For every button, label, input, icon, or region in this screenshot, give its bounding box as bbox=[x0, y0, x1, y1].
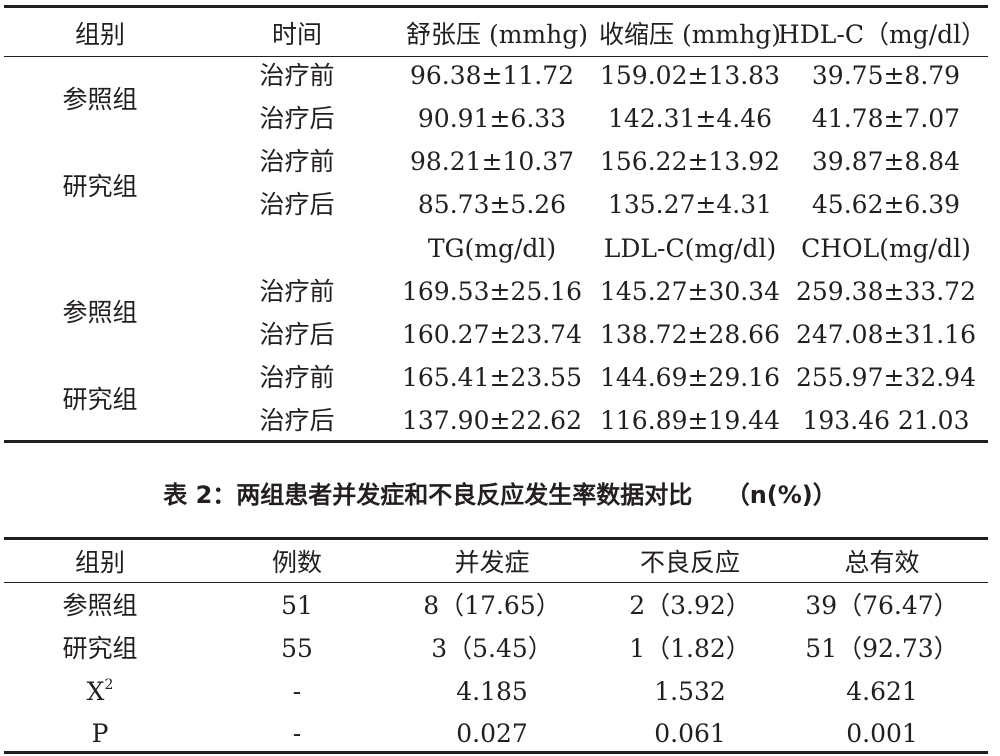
table1-cell: 135.27±4.31 bbox=[607, 190, 773, 219]
table2-header-adverse: 不良反应 bbox=[639, 548, 741, 577]
table1-cell: 247.08±31.16 bbox=[796, 320, 976, 349]
table2-header-complication: 并发症 bbox=[454, 548, 530, 577]
table1-header-time: 时间 bbox=[271, 20, 323, 49]
table2-cell: 1.532 bbox=[654, 677, 726, 706]
table1-cell: 193.46 21.03 bbox=[802, 406, 970, 435]
table1-cell: 165.41±23.55 bbox=[402, 363, 582, 392]
table2-cell: 4.621 bbox=[846, 677, 918, 706]
table2-cell: 0.001 bbox=[846, 719, 918, 748]
table2-header-group: 组别 bbox=[74, 548, 126, 577]
table1-header-ldl: LDL-C(mg/dl) bbox=[603, 234, 777, 263]
table2-cell: 51（92.73） bbox=[805, 634, 959, 663]
table1-group-label: 参照组 bbox=[62, 298, 138, 327]
chi-square-superscript: 2 bbox=[104, 677, 114, 693]
table1-cell: 96.38±11.72 bbox=[409, 61, 575, 90]
table1-cell: 39.75±8.79 bbox=[811, 61, 961, 90]
table1-cell: 41.78±7.07 bbox=[811, 104, 961, 133]
table1-group-label: 研究组 bbox=[62, 172, 138, 201]
table2-header-total: 总有效 bbox=[844, 548, 920, 577]
table2-cell: 39（76.47） bbox=[805, 591, 959, 620]
table1-time-label: 治疗后 bbox=[259, 104, 335, 133]
table1-cell: 137.90±22.62 bbox=[402, 406, 582, 435]
table2-header-count: 例数 bbox=[271, 548, 323, 577]
table2-cell: - bbox=[292, 719, 302, 748]
table2-caption: 表 2：两组患者并发症和不良反应发生率数据对比 （n(%)） bbox=[163, 481, 837, 509]
table1-cell: 159.02±13.83 bbox=[600, 61, 780, 90]
table1-header-systolic: 收缩压 (mmhg) bbox=[599, 20, 781, 49]
table2-cell: 51 bbox=[281, 591, 313, 620]
table2-cell: 8（17.65） bbox=[423, 591, 561, 620]
table2-cell: 2（3.92） bbox=[629, 591, 751, 620]
table1-cell: 156.22±13.92 bbox=[600, 147, 780, 176]
table1-time-label: 治疗前 bbox=[259, 363, 335, 392]
table1-time-label: 治疗前 bbox=[259, 277, 335, 306]
table2-cell: 55 bbox=[281, 634, 313, 663]
table1-cell: 39.87±8.84 bbox=[811, 147, 961, 176]
table1-cell: 169.53±25.16 bbox=[402, 277, 582, 306]
table2-cell: 4.185 bbox=[456, 677, 528, 706]
table1-time-label: 治疗后 bbox=[259, 320, 335, 349]
table1-bottom-rule bbox=[4, 440, 988, 443]
table2-group-label: 研究组 bbox=[62, 634, 138, 663]
table2-cell: 0.027 bbox=[456, 719, 528, 748]
table1-cell: 98.21±10.37 bbox=[409, 147, 575, 176]
table1-time-label: 治疗后 bbox=[259, 190, 335, 219]
chi-square-symbol: X bbox=[86, 677, 105, 706]
table1-cell: 142.31±4.46 bbox=[607, 104, 773, 133]
table2-cell: 3（5.45） bbox=[431, 634, 553, 663]
table1-top-rule bbox=[4, 5, 988, 8]
table1-cell: 255.97±32.94 bbox=[796, 363, 976, 392]
table1-cell: 160.27±23.74 bbox=[402, 320, 582, 349]
table1-cell: 144.69±29.16 bbox=[600, 363, 780, 392]
table2-chi-square-label: X2 bbox=[87, 677, 114, 707]
table1-cell: 85.73±5.26 bbox=[417, 190, 567, 219]
table1-cell: 145.27±30.34 bbox=[600, 277, 780, 306]
table1-header-tg: TG(mg/dl) bbox=[427, 234, 557, 263]
table1-time-label: 治疗前 bbox=[259, 61, 335, 90]
table2-cell: 0.061 bbox=[654, 719, 726, 748]
table1-time-label: 治疗后 bbox=[259, 406, 335, 435]
table2-group-label: 参照组 bbox=[62, 591, 138, 620]
table1-group-label: 参照组 bbox=[62, 85, 138, 114]
table1-header-rule bbox=[4, 56, 988, 57]
table2-top-rule bbox=[4, 537, 988, 540]
table1-header-group: 组别 bbox=[74, 20, 126, 49]
table2-cell: 1（1.82） bbox=[629, 634, 751, 663]
table2-cell: - bbox=[292, 677, 302, 706]
table1-header-chol: CHOL(mg/dl) bbox=[801, 234, 971, 263]
table2-header-rule bbox=[4, 582, 988, 583]
table2-p-label: P bbox=[91, 719, 109, 748]
table1-time-label: 治疗前 bbox=[259, 147, 335, 176]
table1-cell: 45.62±6.39 bbox=[811, 190, 961, 219]
table1-group-label: 研究组 bbox=[62, 385, 138, 414]
table2-bottom-rule bbox=[4, 751, 988, 754]
table1-cell: 116.89±19.44 bbox=[600, 406, 780, 435]
table1-header-hdl: HDL-C（mg/dl） bbox=[777, 20, 987, 49]
table1-cell: 90.91±6.33 bbox=[417, 104, 567, 133]
table1-cell: 259.38±33.72 bbox=[796, 277, 976, 306]
table1-header-diastolic: 舒张压 (mmhg) bbox=[406, 20, 588, 49]
table1-cell: 138.72±28.66 bbox=[600, 320, 780, 349]
